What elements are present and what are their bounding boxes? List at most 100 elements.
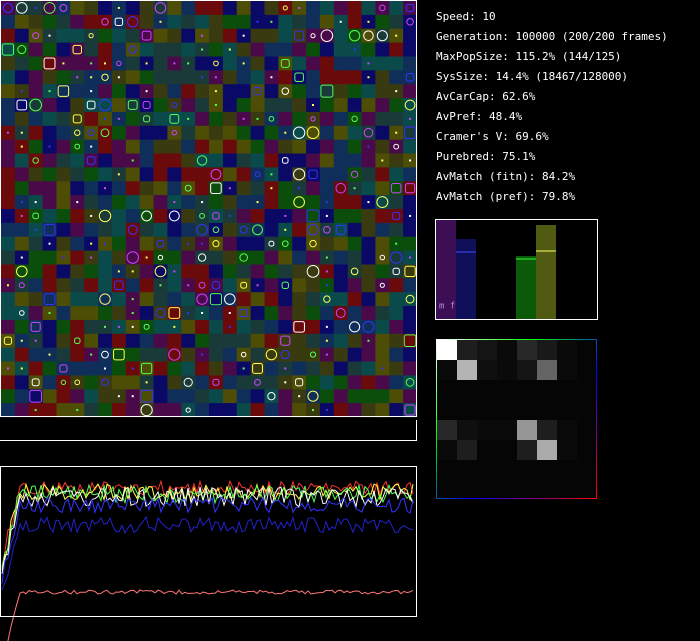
cell (42, 98, 57, 113)
cell (56, 375, 71, 390)
agent (242, 34, 245, 37)
history-line (7, 589, 414, 641)
cell (361, 236, 376, 251)
cell (389, 347, 404, 362)
cell (264, 42, 279, 57)
matrix-cell (577, 440, 597, 460)
matrix-cell (477, 460, 497, 480)
agent (157, 254, 164, 261)
cell (222, 264, 238, 279)
cell (1, 14, 16, 30)
cell (28, 28, 43, 43)
agent (335, 224, 346, 235)
cell (389, 153, 404, 168)
cell (403, 319, 418, 335)
cell (181, 222, 196, 238)
agent (6, 131, 9, 134)
cell (56, 98, 71, 113)
cell (42, 222, 57, 238)
agent (367, 76, 370, 79)
matrix-cell (477, 420, 497, 440)
cell (56, 167, 71, 182)
agent (141, 210, 153, 222)
cell (403, 139, 418, 154)
cell (278, 389, 293, 404)
cell (125, 84, 140, 99)
cell (42, 389, 57, 404)
cell (306, 375, 321, 390)
agent (127, 100, 138, 110)
agent (62, 256, 65, 259)
cell (14, 42, 30, 57)
cell (195, 264, 210, 279)
cell (56, 195, 71, 210)
cell (14, 98, 30, 113)
agent (86, 100, 96, 110)
agent (403, 126, 417, 139)
history-line (1, 515, 414, 591)
matrix-cell (517, 360, 537, 380)
agent (201, 34, 204, 37)
agent (34, 201, 37, 204)
agent (197, 253, 207, 262)
cell (111, 153, 127, 168)
agent (409, 117, 412, 120)
agent (29, 389, 43, 403)
agent (267, 392, 276, 401)
cell (209, 56, 224, 71)
agent (323, 295, 331, 303)
cell (361, 375, 376, 390)
agent (270, 173, 273, 176)
agent (335, 182, 347, 194)
agent (184, 184, 192, 192)
cell (139, 1, 154, 16)
cell (84, 98, 99, 113)
cell (1, 195, 16, 210)
agent (306, 126, 320, 140)
cell (319, 361, 335, 376)
cell (84, 278, 99, 293)
agent (367, 145, 370, 148)
matrix-cell (537, 360, 557, 380)
cell (250, 209, 265, 224)
cell (139, 333, 154, 348)
cell (403, 167, 418, 182)
agent (131, 367, 134, 370)
cell (111, 98, 127, 113)
cell (361, 222, 376, 238)
cell (111, 347, 127, 362)
cell (222, 111, 238, 127)
cell (139, 111, 154, 127)
cell (403, 375, 418, 390)
cell (375, 319, 390, 335)
cell (153, 167, 168, 182)
cell (375, 333, 390, 348)
cell (375, 292, 390, 307)
cell (125, 70, 140, 85)
cell (375, 375, 390, 390)
cell (250, 181, 265, 196)
cell (264, 375, 279, 390)
cell (319, 167, 335, 182)
matrix-cell (517, 440, 537, 460)
cell (125, 347, 140, 362)
agent (140, 362, 153, 375)
cell (125, 195, 140, 210)
cell (361, 347, 376, 362)
cell (333, 319, 348, 335)
cell (319, 70, 335, 85)
cell (306, 1, 321, 16)
cell (28, 236, 43, 251)
agent (209, 293, 222, 306)
cell (278, 181, 293, 196)
agent (395, 90, 398, 93)
cell (236, 375, 251, 390)
agent (306, 265, 320, 278)
cell (42, 42, 57, 57)
agent (339, 20, 342, 23)
agent (409, 159, 412, 162)
agent (16, 265, 28, 278)
cell (375, 389, 390, 404)
cell (236, 1, 251, 16)
agent (282, 5, 288, 11)
